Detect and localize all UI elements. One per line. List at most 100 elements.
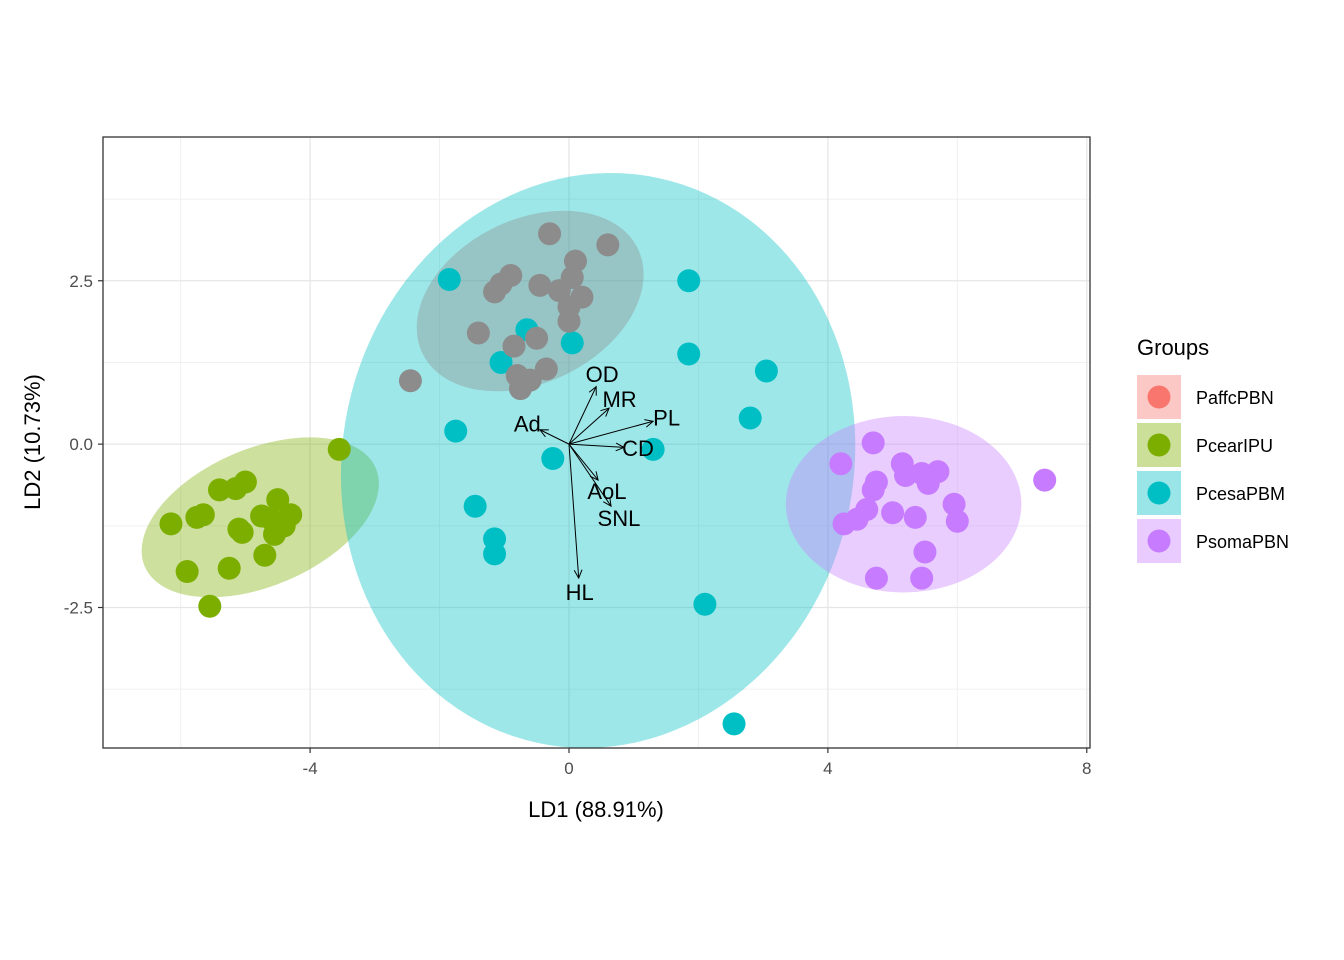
data-point xyxy=(560,331,584,355)
data-point xyxy=(910,566,934,590)
data-point xyxy=(864,566,888,590)
data-point xyxy=(528,273,552,297)
arrow-head xyxy=(588,385,597,396)
data-point xyxy=(693,592,717,616)
arrow-label: SNL xyxy=(598,506,641,531)
panel-background xyxy=(103,137,1090,748)
data-point xyxy=(266,488,290,512)
arrow-label: CD xyxy=(622,436,654,461)
loading-arrow xyxy=(568,443,612,507)
legend-label: PcearIPU xyxy=(1196,436,1273,456)
data-point xyxy=(466,321,490,345)
loading-arrow xyxy=(568,407,610,445)
arrow-head xyxy=(603,497,612,508)
arrow-label: HL xyxy=(566,580,594,605)
data-point xyxy=(398,369,422,393)
data-point xyxy=(641,437,665,461)
data-point xyxy=(437,267,461,291)
data-point xyxy=(534,357,558,381)
arrow-head xyxy=(615,442,626,452)
panel-grid xyxy=(103,137,1090,748)
data-point xyxy=(191,503,215,527)
arrow-head xyxy=(644,419,655,428)
legend-key-point xyxy=(1147,481,1171,505)
data-point xyxy=(253,543,277,567)
data-point xyxy=(596,233,620,257)
arrow-head xyxy=(589,471,599,481)
loading-arrow xyxy=(568,386,597,445)
data-point xyxy=(463,494,487,518)
confidence-ellipse xyxy=(416,210,644,392)
y-axis-title: LD2 (10.73%) xyxy=(20,374,45,510)
arrow-label: Ad xyxy=(514,412,541,437)
data-point xyxy=(502,334,526,358)
data-point xyxy=(1033,468,1057,492)
confidence-ellipse xyxy=(785,416,1022,593)
data-point xyxy=(738,406,762,430)
data-point xyxy=(913,540,937,564)
data-point xyxy=(217,556,241,580)
data-point xyxy=(541,447,565,471)
y-tick-label: -2.5 xyxy=(64,599,93,618)
confidence-ellipse xyxy=(340,172,856,748)
data-point xyxy=(230,520,254,544)
data-point xyxy=(175,560,199,584)
data-point xyxy=(903,505,927,529)
arrow-label: PL xyxy=(653,406,680,431)
legend-label: PcesaPBM xyxy=(1196,484,1285,504)
data-point xyxy=(444,419,468,443)
data-point xyxy=(159,512,183,536)
data-point xyxy=(483,542,507,566)
legend-label: PsomaPBN xyxy=(1196,532,1289,552)
point-layer xyxy=(159,222,1057,736)
legend-key-point xyxy=(1147,529,1171,553)
legend-key-point xyxy=(1147,385,1171,409)
data-point xyxy=(942,492,966,516)
data-point xyxy=(570,285,594,309)
data-point xyxy=(945,509,969,533)
x-tick-label: 8 xyxy=(1082,759,1091,778)
data-point xyxy=(677,342,701,366)
panel-border xyxy=(102,136,1091,749)
loading-arrow xyxy=(568,420,654,445)
arrow-head xyxy=(538,429,549,438)
data-point xyxy=(538,222,562,246)
data-point xyxy=(861,431,885,455)
data-point xyxy=(563,249,587,273)
legend-key-point xyxy=(1147,433,1171,457)
data-point xyxy=(518,368,542,392)
arrow-head xyxy=(573,569,583,580)
data-point xyxy=(233,470,257,494)
legend-title: Groups xyxy=(1137,335,1209,360)
data-point xyxy=(881,501,905,525)
x-tick-label: 0 xyxy=(564,759,573,778)
data-point xyxy=(677,269,701,293)
legend-label: PaffcPBN xyxy=(1196,388,1274,408)
x-axis-title: LD1 (88.91%) xyxy=(528,797,664,822)
data-point xyxy=(279,503,303,527)
y-tick-label: 0.0 xyxy=(69,435,93,454)
loading-arrow xyxy=(568,443,599,481)
data-point xyxy=(557,309,581,333)
loading-arrow xyxy=(539,429,570,445)
loading-arrow xyxy=(568,444,580,579)
arrow-head xyxy=(600,407,610,417)
data-point xyxy=(327,437,351,461)
data-point xyxy=(926,460,950,484)
y-tick-label: 2.5 xyxy=(69,272,93,291)
arrow-label: OD xyxy=(586,362,619,387)
x-tick-label: 4 xyxy=(823,759,832,778)
loading-arrow xyxy=(568,443,625,448)
data-point xyxy=(855,497,879,521)
data-point xyxy=(499,264,523,288)
data-point xyxy=(198,594,222,618)
axis-layer: -4 0 4 8 -2.5 0.0 2.5 xyxy=(64,272,1092,778)
arrow-label: MR xyxy=(602,387,636,412)
legend-items: PaffcPBN PcearIPU PcesaPBM PsomaPBN xyxy=(1137,375,1289,563)
legend: Groups PaffcPBN PcearIPU PcesaPBM PsomaPBN xyxy=(1137,335,1289,563)
data-point xyxy=(754,359,778,383)
data-point xyxy=(525,326,549,350)
data-point xyxy=(489,350,513,374)
